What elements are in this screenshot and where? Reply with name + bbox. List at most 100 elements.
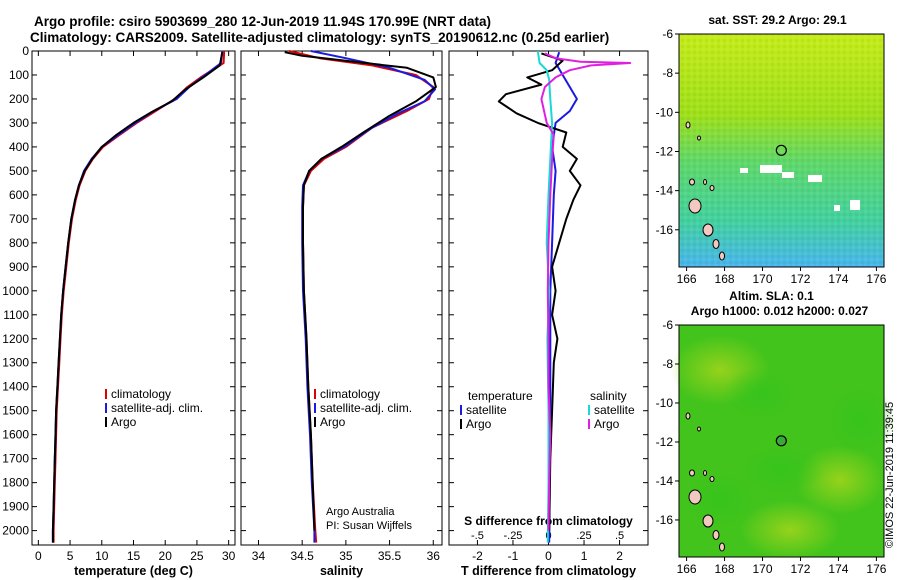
depth-tick-label: 700 <box>9 212 29 226</box>
temperature-legend-label: climatology <box>111 387 171 401</box>
missing-data-patch <box>808 175 822 182</box>
difference-series-s-argo <box>540 52 632 531</box>
salinity-diff-tick-label: -.5 <box>471 530 484 542</box>
figure-title-line2: Climatology: CARS2009. Satellite-adjuste… <box>30 30 609 45</box>
temperature-xtick-label: 20 <box>159 549 173 563</box>
temperature-xtick-label: 10 <box>95 549 109 563</box>
sla_map-xtick-label: 170 <box>753 562 773 576</box>
difference-panel: -2 -1 0 1 2-.5 -.25 0.25.5S difference from cl… <box>448 50 649 578</box>
difference-xtick-label: 1 <box>581 549 588 563</box>
sla_map-xtick-label: 166 <box>677 562 697 576</box>
sla_map-xtick-label: 174 <box>828 562 848 576</box>
temp-legend-label: satellite <box>466 403 507 417</box>
sla_map-xtick-label: 168 <box>715 562 735 576</box>
depth-tick-label: 800 <box>9 236 29 250</box>
sal-legend-label: Argo <box>594 417 620 431</box>
sst_map-ytick-label: -6 <box>662 27 673 41</box>
sla-anomaly-blob <box>722 368 798 422</box>
sla_map-ytick-label: -12 <box>656 435 674 449</box>
temperature-axes-frame <box>31 50 236 546</box>
sla_map-ytick-label: -14 <box>656 474 674 488</box>
island-landmass <box>709 185 715 191</box>
depth-tick-label: 300 <box>9 116 29 130</box>
difference-xtick-label: 2 <box>616 549 623 563</box>
island-landmass <box>688 198 702 214</box>
depth-tick-label: 0 <box>22 44 29 58</box>
difference-xtick-label: -1 <box>508 549 519 563</box>
sla_map-frame <box>678 324 885 558</box>
sst_map-frame <box>678 33 885 268</box>
salinity-xtick-label: 34.5 <box>290 549 314 563</box>
island-landmass <box>689 469 695 477</box>
temperature-panel: 0100200300400500600700800900100011001200… <box>2 44 235 578</box>
depth-tick-label: 1200 <box>2 332 29 346</box>
missing-data-patch <box>782 172 794 178</box>
sst_map-ytick-label: -8 <box>662 66 673 80</box>
salinity-x-axis-label: salinity <box>320 564 363 578</box>
salinity-xtick-label: 35 <box>339 549 353 563</box>
sst_map-xtick-label: 174 <box>828 272 848 286</box>
salinity-diff-tick-label: -.25 <box>503 530 522 542</box>
salinity-diff-tick-label: .25 <box>576 530 591 542</box>
depth-tick-label: 100 <box>9 68 29 82</box>
island-landmass <box>719 251 725 261</box>
island-landmass <box>712 239 720 249</box>
depth-tick-label: 1600 <box>2 428 29 442</box>
island-landmass <box>702 514 714 528</box>
depth-tick-label: 1500 <box>2 404 29 418</box>
sst_map-xtick-label: 166 <box>677 272 697 286</box>
sla_map-ytick-label: -8 <box>662 357 673 371</box>
difference-series-t-argo <box>497 52 582 531</box>
temp-legend-label: Argo <box>466 417 492 431</box>
sla-anomaly-blob <box>680 470 760 530</box>
island-landmass <box>702 223 714 237</box>
sst_map-xtick-label: 172 <box>790 272 810 286</box>
credit-org: Argo Australia <box>326 506 395 518</box>
salinity-series-argo <box>284 51 437 531</box>
salinity-legend-label: climatology <box>320 387 380 401</box>
depth-tick-label: 2000 <box>2 524 29 538</box>
sla_map-ytick-label: -10 <box>656 396 674 410</box>
temperature-series-argo <box>51 52 224 543</box>
sla_map-xtick-label: 172 <box>790 562 810 576</box>
missing-data-patch <box>850 200 860 210</box>
sla_map-xtick-label: 176 <box>866 562 886 576</box>
temperature-xtick-label: 25 <box>190 549 204 563</box>
sla-anomaly-blob <box>737 443 823 497</box>
salinity-diff-tick-label: .5 <box>615 530 624 542</box>
island-landmass <box>697 135 701 141</box>
depth-tick-label: 1800 <box>2 476 29 490</box>
missing-data-patch <box>834 205 840 211</box>
temperature-xtick-label: 30 <box>222 549 236 563</box>
imos-timestamp: ©IMOS 22-Jun-2019 11:39:45 <box>884 402 896 548</box>
depth-tick-label: 600 <box>9 188 29 202</box>
salinity-legend-label: satellite-adj. clim. <box>320 401 412 415</box>
sla-anomaly-blob <box>740 500 840 560</box>
difference-xtick-label: -2 <box>472 549 483 563</box>
salinity-xtick-label: 36 <box>427 549 441 563</box>
sal-legend-label: satellite <box>594 403 635 417</box>
salinity-panel: 34 34.5 35 35.5 36 salinity climatologysatelli… <box>240 50 443 578</box>
legend-salinity-title: salinity <box>590 389 627 403</box>
depth-tick-label: 1000 <box>2 284 29 298</box>
difference-xtick-label: 0 <box>545 549 552 563</box>
salinity-xtick-label: 34 <box>252 549 266 563</box>
sst_map-ytick-label: -16 <box>656 223 674 237</box>
credit-pi: PI: Susan Wijffels <box>326 520 412 532</box>
temperature-xtick-label: 15 <box>127 549 141 563</box>
island-landmass <box>709 476 715 482</box>
missing-data-patch <box>740 168 748 173</box>
sst_map-ytick-label: -10 <box>656 105 674 119</box>
sla-anomaly-blob <box>825 383 895 457</box>
island-landmass <box>685 412 691 420</box>
depth-tick-label: 1900 <box>2 500 29 514</box>
depth-tick-label: 500 <box>9 164 29 178</box>
temperature-legend-label: satellite-adj. clim. <box>111 401 203 415</box>
island-landmass <box>712 530 720 540</box>
island-landmass <box>703 179 707 185</box>
argo-float-position-marker <box>775 144 787 156</box>
temperature-xtick-label: 0 <box>35 549 42 563</box>
